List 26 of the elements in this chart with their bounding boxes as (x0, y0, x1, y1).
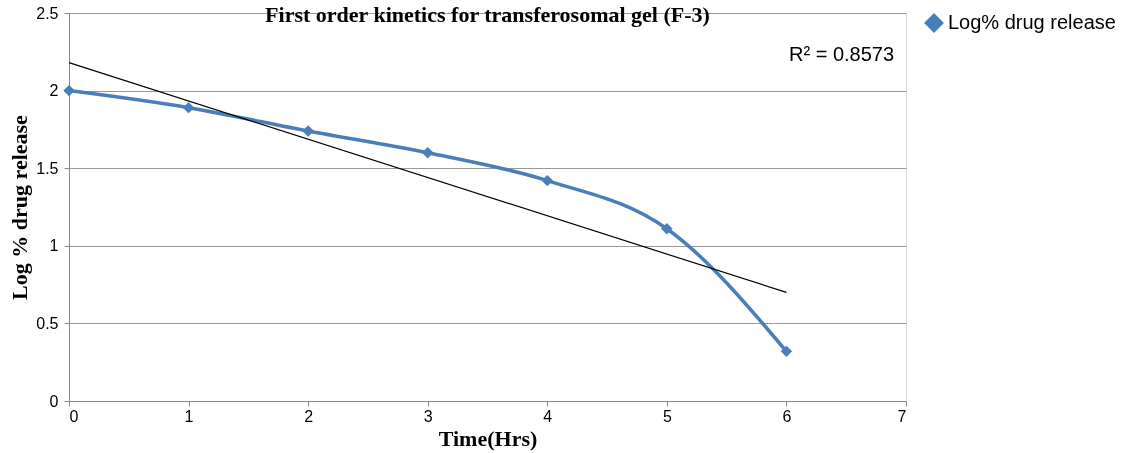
x-tick-label: 3 (423, 407, 433, 425)
x-tick-label: 0 (69, 407, 79, 425)
point (661, 223, 673, 235)
y-tick-label: 1 (49, 237, 59, 255)
point (182, 101, 195, 114)
y-tick-label: 1.5 (36, 159, 59, 177)
y-tick-label: 2 (49, 82, 59, 100)
point (780, 345, 793, 358)
y-tick-label: 0.5 (36, 314, 59, 332)
x-tick-label: 2 (304, 407, 314, 425)
annotation: R² = 0.8573 (789, 43, 895, 65)
x-tick-label: 4 (543, 407, 553, 425)
y-tick-label: 2.5 (36, 4, 59, 22)
y-axis-title: Log % drug release (7, 114, 33, 300)
x-tick-label: 1 (184, 407, 194, 425)
x-tick-label: 7 (897, 407, 907, 425)
point (302, 125, 314, 137)
x-axis-title: Time(Hrs) (438, 425, 538, 451)
legend-label: Log% drug release (948, 11, 1116, 33)
chart-title: First order kinetics for transferosomal gel (F-3) (265, 2, 710, 27)
point (422, 146, 434, 159)
x-tick-label: 5 (662, 407, 672, 425)
y-tick-label: 0 (49, 392, 59, 410)
x-tick-label: 6 (782, 407, 792, 425)
point (63, 84, 75, 97)
point (541, 174, 553, 187)
